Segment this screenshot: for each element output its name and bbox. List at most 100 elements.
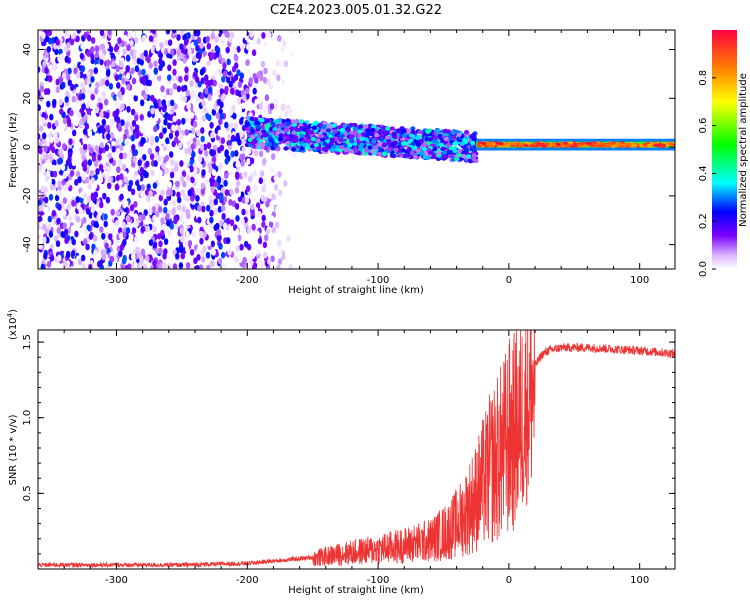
heatmap-cell (133, 149, 139, 157)
heatmap-cell (229, 188, 234, 196)
heatmap-cell (235, 245, 240, 252)
heatmap-cell (390, 153, 396, 159)
heatmap-cell (257, 190, 262, 198)
heatmap-cell (89, 147, 94, 154)
heatmap-cell (365, 128, 371, 134)
heatmap-cell (134, 164, 139, 172)
heatmap-cell (254, 98, 259, 106)
heatmap-cell (56, 217, 61, 225)
heatmap-cell (551, 143, 557, 147)
heatmap-cell (237, 81, 243, 88)
heatmap-cell (119, 61, 124, 68)
heatmap-cell (82, 192, 88, 200)
heatmap-cell (329, 137, 335, 142)
heatmap-cell (42, 236, 47, 244)
heatmap-cell (101, 91, 106, 98)
heatmap-cell (172, 83, 178, 90)
heatmap-cell (249, 157, 255, 165)
heatmap-cell (245, 126, 251, 132)
heatmap-cell (92, 125, 98, 133)
heatmap-cell (244, 203, 249, 211)
heatmap-cell (229, 219, 235, 227)
heatmap-cell (148, 35, 154, 42)
heatmap-cell (46, 261, 52, 268)
heatmap-cell (138, 146, 144, 154)
heatmap-cell (142, 263, 148, 269)
heatmap-cell (151, 75, 157, 83)
heatmap-cell (119, 244, 125, 252)
heatmap-cell (539, 144, 545, 148)
heatmap-cell (199, 68, 205, 76)
heatmap-cell (595, 144, 600, 148)
heatmap-cell (47, 122, 52, 129)
heatmap-cell (115, 219, 120, 227)
heatmap-cell (161, 105, 167, 113)
heatmap-cell (87, 159, 93, 166)
heatmap-cell (332, 129, 338, 134)
heatmap-cell (141, 75, 147, 83)
heatmap-cell (379, 148, 385, 153)
heatmap-cell (130, 253, 136, 261)
heatmap-cell (239, 130, 244, 138)
heatmap-cell (55, 78, 60, 86)
heatmap-cell (90, 46, 95, 54)
heatmap-cell (122, 231, 127, 239)
heatmap-cell (280, 92, 285, 100)
heatmap-cell (186, 212, 191, 220)
heatmap-cell (239, 72, 245, 80)
heatmap-cell (204, 74, 209, 82)
heatmap-cell (100, 249, 106, 257)
heatmap-cell (122, 238, 127, 246)
heatmap-cell (400, 148, 406, 153)
heatmap-cell (630, 144, 636, 148)
heatmap-cell (277, 171, 282, 178)
heatmap-cell (126, 72, 131, 80)
heatmap-cell (148, 208, 153, 216)
heatmap-cell (66, 42, 71, 49)
heatmap-cell (258, 150, 264, 158)
heatmap-cell (115, 65, 120, 73)
heatmap-cell (441, 154, 447, 160)
top-plot-frame (37, 29, 676, 270)
heatmap-cell (126, 83, 131, 91)
heatmap-cell (74, 46, 80, 54)
heatmap-cell (117, 37, 122, 44)
heatmap-cell (185, 89, 190, 97)
heatmap-cell (186, 174, 191, 182)
heatmap-cell (164, 167, 169, 175)
heatmap-cell (132, 155, 137, 163)
heatmap-cell (271, 162, 277, 170)
heatmap-cell (193, 30, 198, 37)
heatmap-cell (215, 112, 220, 119)
heatmap-cell (178, 142, 183, 149)
heatmap-cell (448, 145, 454, 151)
heatmap-cell (209, 209, 214, 217)
bottom-axis-ticks: -300 -200 -100 0 100 0.5 1.0 1.5 (22, 330, 675, 586)
heatmap-cell (102, 164, 108, 172)
heatmap-cell (202, 246, 207, 253)
heatmap-cell (310, 136, 316, 142)
heatmap-cell (244, 240, 249, 248)
heatmap-cell (71, 225, 76, 232)
heatmap-cell (44, 153, 49, 161)
heatmap-cell (125, 244, 130, 252)
heatmap-cell (218, 194, 224, 202)
heatmap-cell (199, 230, 204, 238)
heatmap-cell (443, 136, 449, 142)
heatmap-cell (124, 264, 129, 269)
heatmap-cell (206, 142, 212, 150)
heatmap-cell (48, 153, 53, 161)
heatmap-cell (227, 133, 232, 141)
heatmap-cell (223, 142, 228, 150)
heatmap-cell (412, 154, 418, 160)
heatmap-cell (433, 135, 439, 140)
heatmap-cell (134, 127, 139, 134)
heatmap-cell (419, 151, 425, 156)
heatmap-cell (240, 30, 245, 36)
heatmap-cell (256, 71, 261, 79)
colorbar-label: Normalized spectral amplitude (738, 73, 749, 227)
heatmap-cell (151, 30, 157, 35)
heatmap-cell (239, 153, 244, 161)
heatmap-cell (94, 145, 100, 152)
heatmap-cell (74, 119, 79, 127)
